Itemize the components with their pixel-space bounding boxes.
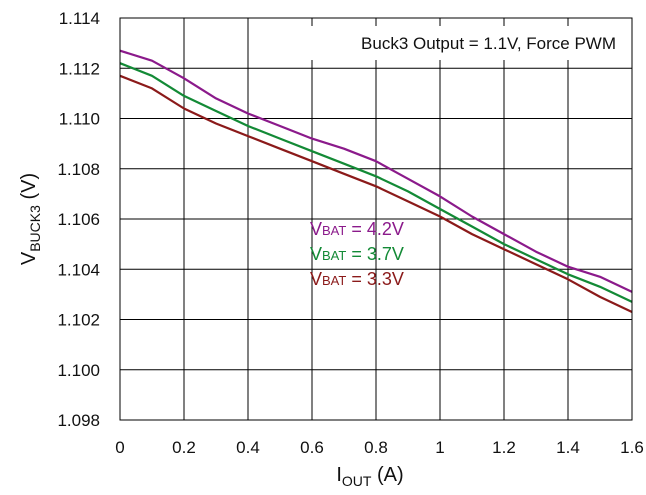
series-label-sub: BAT <box>322 223 346 238</box>
x-tick-labels: 0 0.2 0.4 0.6 0.8 1 1.2 1.4 1.6 <box>115 438 644 457</box>
series-label-main: V <box>310 269 322 289</box>
y-tick-label: 1.100 <box>57 361 100 380</box>
series-line-0 <box>119 49 633 293</box>
y-axis-label-unit: (V) <box>18 173 40 205</box>
y-axis-label-main: V <box>18 251 40 265</box>
series-label-rest: = 3.3V <box>346 269 404 289</box>
series-label-0: VBAT = 4.2V <box>310 219 404 239</box>
annotation-background <box>294 26 624 60</box>
data-series <box>119 49 633 313</box>
x-tick-label: 1.2 <box>492 438 516 457</box>
series-label-1: VBAT = 3.7V <box>310 244 404 264</box>
x-tick-label: 0.4 <box>236 438 260 457</box>
x-tick-label: 1.6 <box>620 438 644 457</box>
y-tick-label: 1.106 <box>57 210 100 229</box>
plot-frame <box>119 17 633 421</box>
y-tick-label: 1.110 <box>59 110 100 129</box>
y-tick-label: 1.114 <box>59 9 100 28</box>
y-tick-label: 1.112 <box>59 59 100 78</box>
x-tick-label: 0.8 <box>364 438 388 457</box>
series-label-sub: BAT <box>322 248 346 263</box>
series-line-1 <box>119 62 633 303</box>
x-axis-label-unit: (A) <box>371 464 403 486</box>
x-tick-label: 1 <box>435 438 444 457</box>
x-axis-label-main: I <box>336 464 342 486</box>
y-tick-labels: 1.098 1.100 1.102 1.104 1.106 1.108 1.110 1.112… <box>57 9 100 430</box>
series-line-2 <box>119 74 633 313</box>
x-axis-label: IOUT (A) <box>336 464 403 489</box>
y-axis-label-sub: BUCK3 <box>27 205 43 252</box>
series-label-main: V <box>310 244 322 264</box>
series-label-2: VBAT = 3.3V <box>310 269 404 289</box>
x-tick-label: 0.6 <box>300 438 324 457</box>
y-tick-label: 1.098 <box>57 411 100 430</box>
series-label-main: V <box>310 219 322 239</box>
series-label-sub: BAT <box>322 273 346 288</box>
series-label-rest: = 4.2V <box>346 219 404 239</box>
x-tick-label: 1.4 <box>556 438 580 457</box>
y-tick-label: 1.108 <box>57 160 100 179</box>
x-axis-label-sub: OUT <box>342 473 372 489</box>
x-tick-label: 0 <box>115 438 124 457</box>
series-label-rest: = 3.7V <box>346 244 404 264</box>
x-tick-label: 0.2 <box>172 438 196 457</box>
chart-annotation: Buck3 Output = 1.1V, Force PWM <box>361 34 616 53</box>
y-tick-label: 1.102 <box>57 311 100 330</box>
y-tick-label: 1.104 <box>57 260 100 279</box>
y-axis-label: VBUCK3 (V) <box>18 173 43 265</box>
